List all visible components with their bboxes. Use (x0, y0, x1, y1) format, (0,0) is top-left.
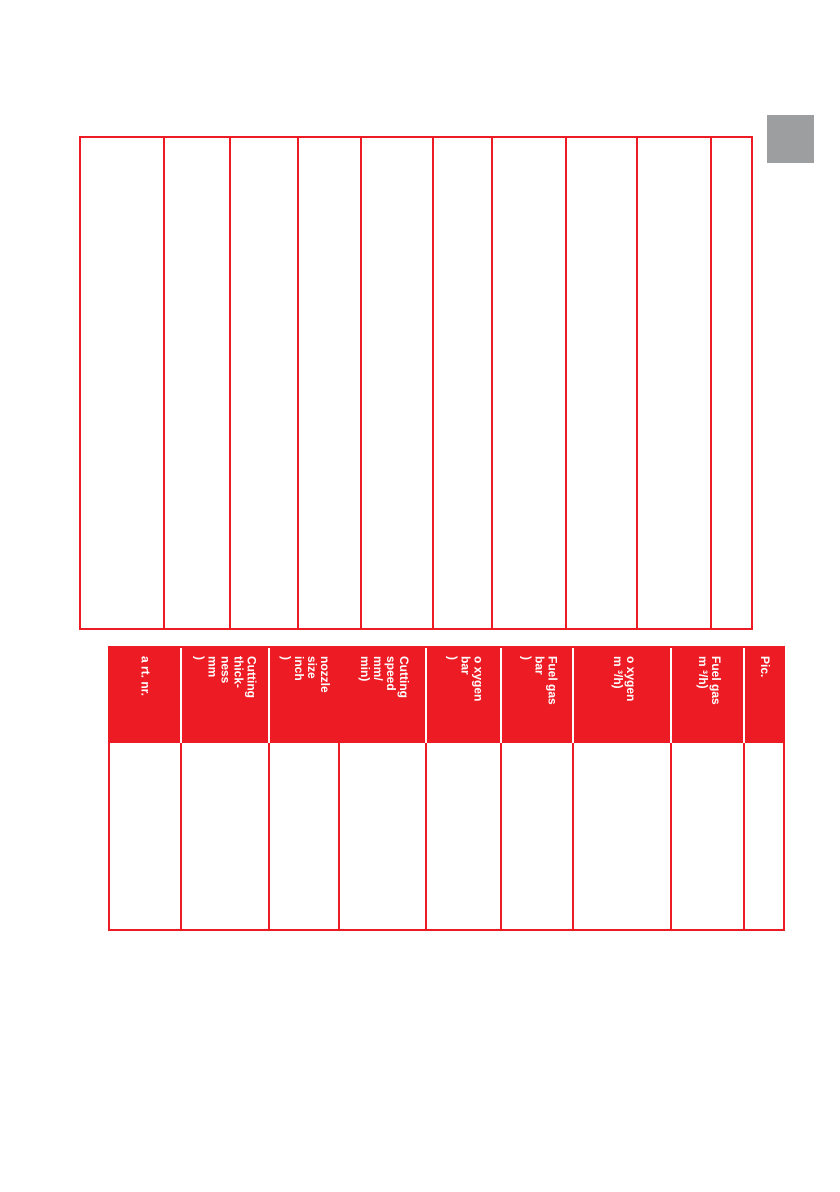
header-label: o xygen bar ) (445, 656, 486, 702)
header-fuel-gas-flow: Fuel gas m ³/h) (674, 648, 744, 743)
header-label: Fuel gas m ³/h) (696, 656, 723, 705)
header-label: o xygen m ³/h) (611, 656, 638, 702)
header-pic: Pic. (746, 648, 783, 743)
header-label: Pic. (758, 656, 772, 678)
header-cutting-thickness: Cutting thick- ness mm ) (182, 648, 268, 743)
header-label: nozzle size inch ) (279, 656, 332, 693)
header-art-nr: a rt. nr. (110, 648, 180, 743)
header-label: Cutting speed mm/ min) (358, 656, 411, 698)
header-label: Fuel gas bar ) (519, 656, 560, 705)
table-header: a rt. nr. Cutting thick- ness mm ) nozzl… (110, 648, 783, 743)
header-oxygen-flow: o xygen m ³/h) (576, 648, 672, 743)
header-fuel-gas-bar: Fuel gas bar ) (504, 648, 574, 743)
empty-table-top (79, 136, 753, 630)
header-label: a rt. nr. (138, 656, 153, 697)
header-label: Cutting thick- ness mm ) (192, 656, 259, 698)
header-nozzle-size: nozzle size inch ) (270, 648, 340, 743)
cutting-table: a rt. nr. Cutting thick- ness mm ) nozzl… (108, 646, 785, 931)
section-tab (767, 115, 814, 163)
header-cutting-speed: Cutting speed mm/ min) (342, 648, 426, 743)
header-oxygen-bar: o xygen bar ) (428, 648, 502, 743)
